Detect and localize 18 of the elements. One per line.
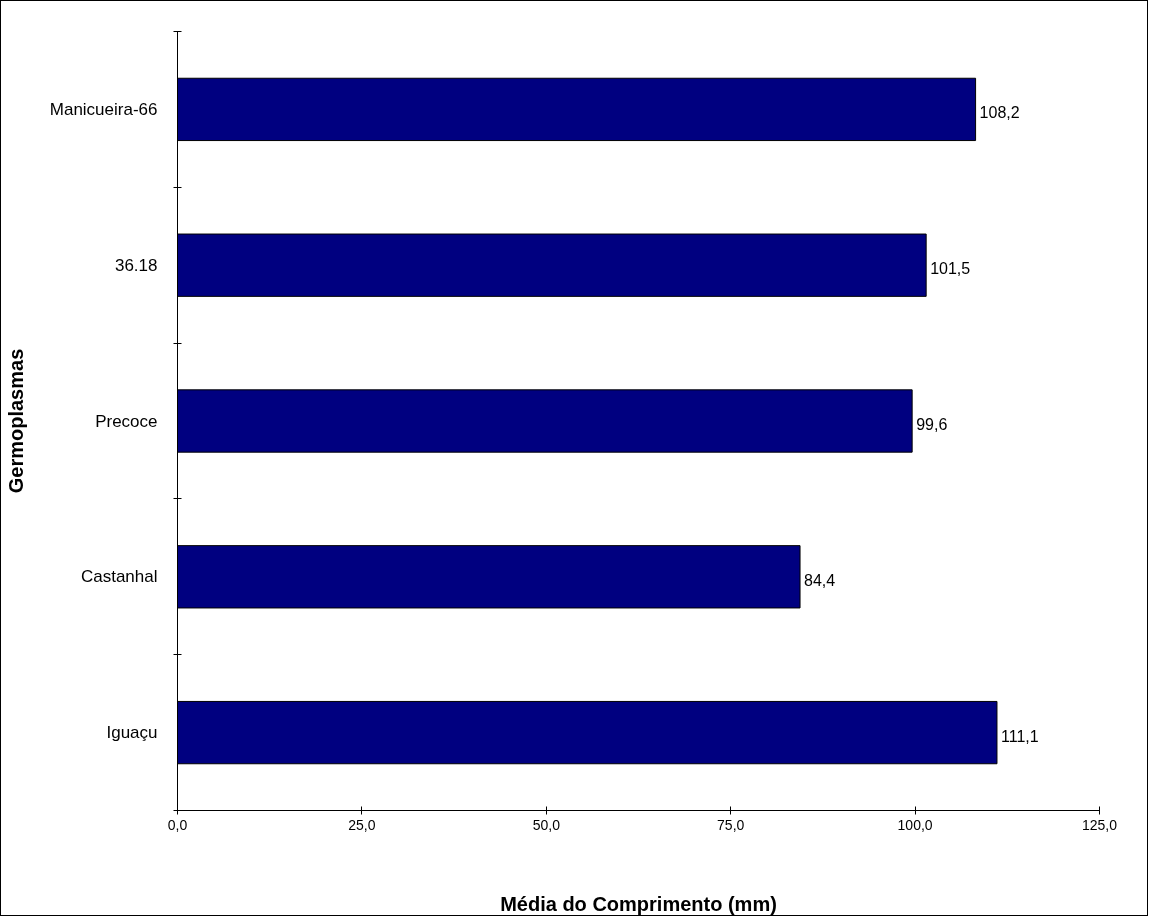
x-tick-label: 25,0 <box>348 816 376 833</box>
data-label: 99,6 <box>916 416 948 433</box>
data-label: 101,5 <box>930 260 971 278</box>
x-tick-label: 75,0 <box>717 816 745 833</box>
data-label: 108,2 <box>979 104 1020 122</box>
x-tick-label: 0,0 <box>167 816 188 833</box>
y-axis-title: Germoplasmas <box>4 348 27 494</box>
y-tick-label: Manicueira-66 <box>49 99 158 119</box>
data-label: 111,1 <box>1000 727 1039 745</box>
x-tick-label: 125,0 <box>1081 816 1118 833</box>
y-tick-label: 36.18 <box>114 255 158 275</box>
y-tick-label: Iguaçu <box>106 723 158 743</box>
x-axis-title: Média do Comprimento (mm) <box>500 892 777 915</box>
x-tick-label: 50,0 <box>532 816 561 833</box>
y-tick-label: Precoce <box>95 411 158 431</box>
data-label: 84,4 <box>804 571 836 589</box>
x-tick-label: 100,0 <box>897 816 933 833</box>
y-tick-label: Castanhal <box>80 567 158 587</box>
